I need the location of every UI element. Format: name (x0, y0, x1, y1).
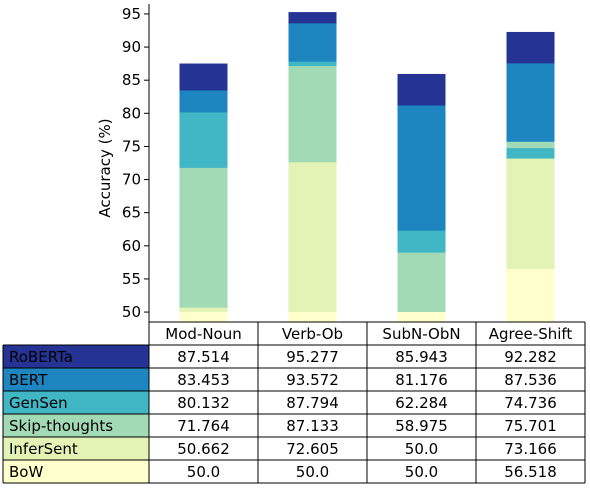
table-value-cell: 83.453 (177, 371, 230, 389)
table-row-label-cell (3, 391, 149, 414)
table-value-cell: 56.518 (504, 463, 557, 481)
bar-verb-ob-bow (288, 312, 337, 322)
table-value-cell: 71.764 (177, 417, 230, 435)
y-tick-label: 65 (122, 204, 141, 222)
table-value-cell: 62.284 (395, 394, 448, 412)
y-tick-label: 55 (122, 270, 141, 288)
table-row-label-cell (3, 368, 149, 391)
table-value-cell: 87.794 (286, 394, 339, 412)
table-value-cell: 80.132 (177, 394, 230, 412)
table-value-cell: 85.943 (395, 348, 448, 366)
bar-agree-shift-bow (506, 268, 555, 322)
table-value-cell: 50.0 (187, 463, 220, 481)
table-value-cell: 74.736 (504, 394, 557, 412)
table-value-cell: 58.975 (395, 417, 448, 435)
table-value-cell: 73.166 (504, 440, 557, 458)
table-value-cell: 87.514 (177, 348, 230, 366)
table-value-cell: 95.277 (286, 348, 339, 366)
table-header-cell: Mod-Noun (165, 325, 241, 343)
y-tick-label: 80 (122, 104, 141, 122)
table-value-cell: 87.133 (286, 417, 339, 435)
table-row-label: BERT (9, 371, 48, 389)
y-axis-title: Accuracy (%) (96, 118, 114, 217)
table-header-cell: Agree-Shift (489, 325, 573, 343)
table-row-label-cell (3, 460, 149, 483)
bar-verb-ob-infersent (288, 162, 337, 322)
table-row-label-cell (3, 345, 149, 368)
table-header-cell: SubN-ObN (382, 325, 460, 343)
table-value-cell: 50.0 (405, 463, 438, 481)
y-tick-label: 95 (122, 5, 141, 23)
table-value-cell: 50.662 (177, 440, 230, 458)
table-value-cell: 87.536 (504, 371, 557, 389)
y-axis: 50 55 60 65 70 75 80 85 90 95 (122, 4, 150, 322)
table-row-label-cell (3, 437, 149, 460)
y-tick-label: 85 (122, 71, 141, 89)
table-value-cell: 75.701 (504, 417, 557, 435)
table-header-cell: Verb-Ob (282, 325, 343, 343)
table-value-cell: 81.176 (395, 371, 448, 389)
table-value-cell: 92.282 (504, 348, 557, 366)
table-value-cell: 93.572 (286, 371, 339, 389)
y-tick-label: 70 (122, 171, 141, 189)
table-value-cell: 50.0 (296, 463, 329, 481)
data-table: Mod-Noun Verb-Ob SubN-ObN Agree-Shift RoBERT… (2, 321, 586, 484)
bars-layer (179, 12, 555, 323)
table-row-label: InferSent (9, 440, 78, 458)
bar-subn-obn-skip-thoughts (397, 252, 446, 322)
table-row-label: RoBERTa (9, 348, 73, 366)
y-tick-label: 60 (122, 237, 141, 255)
bar-mod-noun-bow (179, 312, 228, 322)
table-row-label-cell (3, 414, 149, 437)
y-tick-label: 90 (122, 38, 141, 56)
y-tick-label: 75 (122, 137, 141, 155)
table-row-label: Skip-thoughts (9, 417, 113, 435)
table-value-cell: 72.605 (286, 440, 339, 458)
table-value-cell: 50.0 (405, 440, 438, 458)
y-tick-label: 50 (122, 303, 141, 321)
table-row-label: BoW (9, 463, 43, 481)
table-row-label: GenSen (9, 394, 68, 412)
bar-mod-noun-skip-thoughts (179, 167, 228, 322)
bar-subn-obn-bow (397, 312, 446, 322)
